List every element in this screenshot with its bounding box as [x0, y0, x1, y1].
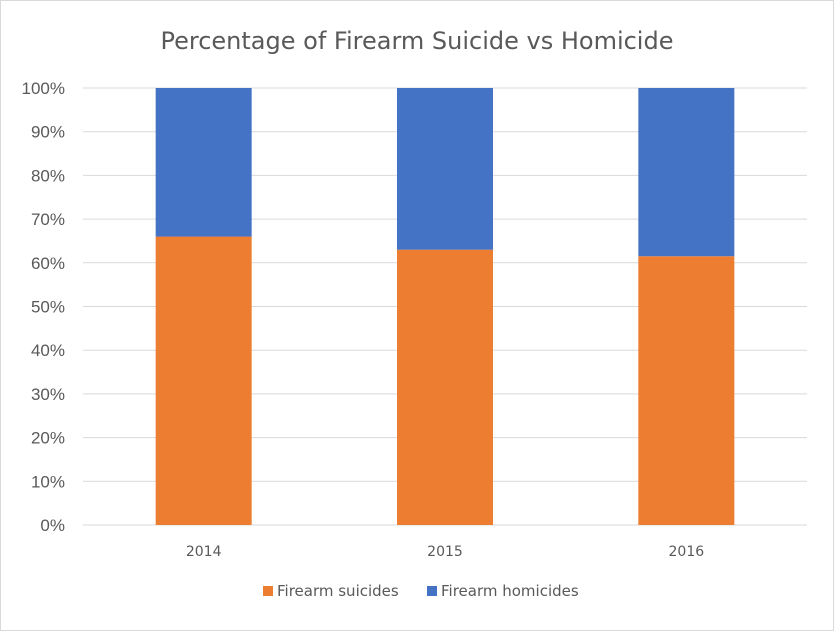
legend-label: Firearm homicides: [441, 582, 579, 600]
y-tick-label: 90%: [31, 123, 65, 142]
legend-swatch: [263, 586, 273, 596]
chart-title: Percentage of Firearm Suicide vs Homicid…: [160, 27, 674, 55]
bar-firearm-homicides-2016: [638, 88, 735, 257]
legend-swatch: [427, 586, 437, 596]
y-tick-label: 50%: [31, 298, 65, 317]
legend-label: Firearm suicides: [277, 582, 399, 600]
bar-firearm-homicides-2015: [397, 88, 493, 250]
y-tick-label: 60%: [31, 254, 65, 273]
bar-firearm-suicides-2015: [397, 249, 493, 525]
bar-firearm-suicides-2014: [155, 236, 252, 525]
x-tick-label: 2016: [669, 544, 705, 560]
y-tick-label: 80%: [31, 166, 65, 185]
y-tick-label: 70%: [31, 210, 65, 229]
y-tick-label: 20%: [31, 429, 65, 448]
y-tick-label: 0%: [40, 516, 65, 535]
x-tick-label: 2015: [427, 544, 463, 560]
y-tick-label: 100%: [22, 79, 65, 98]
y-tick-label: 40%: [31, 341, 65, 360]
y-tick-label: 10%: [31, 472, 65, 491]
bar-firearm-suicides-2016: [638, 256, 735, 525]
x-tick-label: 2014: [186, 544, 222, 560]
y-tick-label: 30%: [31, 385, 65, 404]
bar-firearm-homicides-2014: [155, 88, 252, 237]
